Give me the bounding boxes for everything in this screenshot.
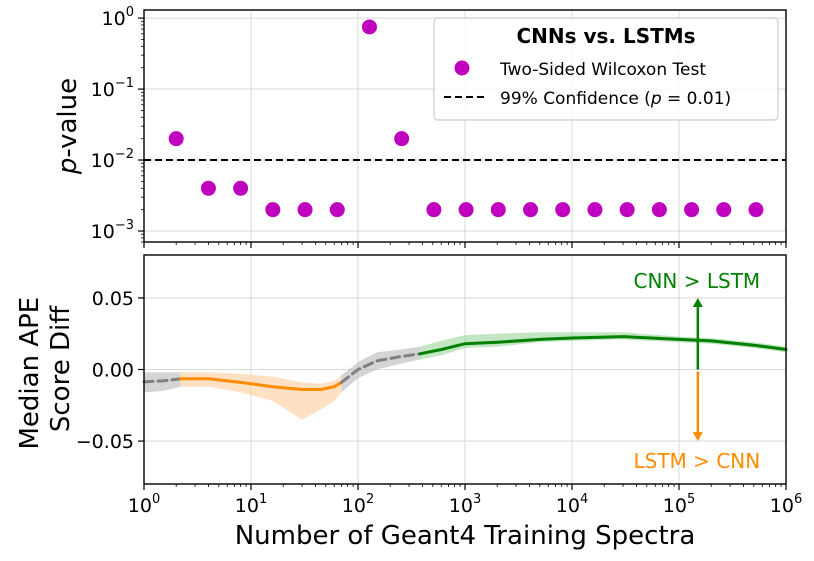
top-y-tick-label: 100 bbox=[102, 5, 134, 30]
top-panel: 100 10−1 10−2 10−3 p-value CNNs vs. LSTMs T… bbox=[53, 5, 787, 248]
wilcoxon-point bbox=[297, 202, 313, 218]
bottom-panel: CNN > LSTM LSTM > CNN 0.050.00−0.05 100 1… bbox=[15, 242, 802, 551]
wilcoxon-point bbox=[490, 202, 506, 218]
lstm-better-arrowhead bbox=[692, 432, 703, 442]
lstm-better-label: LSTM > CNN bbox=[634, 449, 761, 473]
y-tick-label: 0.00 bbox=[92, 360, 134, 382]
x-tick-label: 100 bbox=[128, 492, 160, 517]
cnn-better-arrowhead bbox=[692, 297, 703, 307]
wilcoxon-point bbox=[587, 202, 603, 218]
top-y-axis-label: p-value bbox=[53, 78, 83, 175]
x-tick-label: 103 bbox=[449, 492, 481, 517]
x-axis-label: Number of Geant4 Training Spectra bbox=[235, 521, 696, 551]
direction-arrows bbox=[692, 297, 703, 442]
wilcoxon-point bbox=[361, 19, 377, 35]
wilcoxon-point bbox=[748, 202, 764, 218]
legend-scatter-marker bbox=[454, 60, 470, 76]
wilcoxon-points bbox=[168, 19, 764, 218]
top-y-tick-label: 10−3 bbox=[91, 218, 134, 243]
confidence-band-lstm_better bbox=[180, 372, 342, 420]
wilcoxon-point bbox=[458, 202, 474, 218]
bottom-y-axis-label: Median APE Score Diff bbox=[15, 289, 76, 450]
x-tick-label: 106 bbox=[770, 492, 802, 517]
legend-scatter-label: Two-Sided Wilcoxon Test bbox=[499, 60, 706, 80]
bottom-y-ticks: 0.05 0.00 −0.05 bbox=[76, 288, 144, 453]
wilcoxon-point bbox=[651, 202, 667, 218]
legend-title: CNNs vs. LSTMs bbox=[516, 24, 695, 48]
wilcoxon-point bbox=[619, 202, 635, 218]
wilcoxon-point bbox=[168, 131, 184, 147]
median-diff-line-lstm_better bbox=[179, 377, 343, 391]
median-diff-lines bbox=[142, 335, 788, 391]
median-diff-line-cnn_better bbox=[418, 335, 788, 356]
median-diff-line-uncertain bbox=[339, 352, 422, 384]
wilcoxon-point bbox=[265, 202, 281, 218]
wilcoxon-point bbox=[523, 202, 539, 218]
top-y-ticks: 100 10−1 10−2 10−3 bbox=[91, 5, 144, 243]
x-tick-label: 101 bbox=[235, 492, 267, 517]
y-tick-label: 0.05 bbox=[92, 288, 134, 310]
top-y-tick-label: 10−2 bbox=[91, 147, 134, 172]
legend-box bbox=[433, 17, 779, 121]
x-tick-label: 102 bbox=[342, 492, 374, 517]
legend-line-label: 99% Confidence (p = 0.01) bbox=[500, 89, 731, 109]
wilcoxon-point bbox=[555, 202, 571, 218]
legend: CNNs vs. LSTMs Two-Sided Wilcoxon Test 9… bbox=[433, 17, 779, 121]
wilcoxon-point bbox=[684, 202, 700, 218]
x-ticks: 100 101 102 103 104 105 106 bbox=[128, 242, 802, 517]
wilcoxon-point bbox=[426, 202, 442, 218]
y-tick-label: −0.05 bbox=[76, 431, 134, 453]
x-tick-label: 105 bbox=[663, 492, 695, 517]
cnn-better-label: CNN > LSTM bbox=[634, 269, 761, 293]
median-diff-line-uncertain bbox=[142, 377, 183, 384]
wilcoxon-point bbox=[716, 202, 732, 218]
wilcoxon-point bbox=[200, 180, 216, 196]
wilcoxon-point bbox=[394, 131, 410, 147]
top-y-tick-label: 10−1 bbox=[91, 76, 134, 101]
wilcoxon-point bbox=[233, 180, 249, 196]
x-tick-label: 104 bbox=[556, 492, 588, 517]
wilcoxon-point bbox=[329, 202, 345, 218]
